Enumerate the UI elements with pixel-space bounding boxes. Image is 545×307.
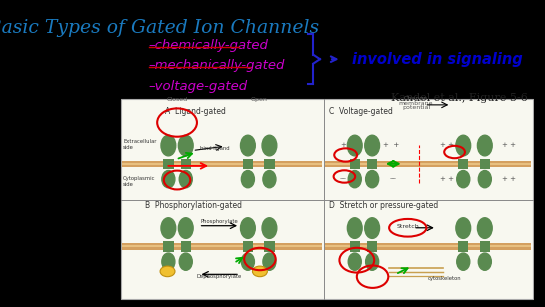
Circle shape (252, 266, 268, 277)
Ellipse shape (162, 253, 175, 270)
Text: membrane: membrane (399, 101, 433, 106)
Ellipse shape (240, 135, 255, 156)
Bar (480, 158, 490, 169)
Ellipse shape (161, 218, 175, 238)
Text: Stretch: Stretch (396, 224, 419, 229)
Text: +  +: + + (383, 142, 399, 148)
Ellipse shape (262, 218, 277, 238)
Text: Dephosphorylate: Dephosphorylate (197, 274, 242, 279)
Ellipse shape (479, 253, 492, 270)
Text: Closed: Closed (166, 97, 187, 102)
Ellipse shape (162, 170, 175, 188)
Text: –voltage-gated: –voltage-gated (149, 80, 248, 93)
Bar (325, 243, 531, 250)
Bar (163, 158, 173, 169)
Ellipse shape (365, 135, 379, 156)
Bar (122, 246, 322, 247)
Ellipse shape (241, 253, 255, 270)
Ellipse shape (477, 218, 492, 238)
Text: + +: + + (502, 176, 516, 182)
Ellipse shape (479, 170, 492, 188)
Bar (480, 241, 490, 252)
Ellipse shape (347, 135, 362, 156)
Circle shape (160, 266, 175, 277)
Ellipse shape (456, 218, 471, 238)
Bar (122, 163, 322, 165)
Bar (122, 161, 322, 167)
Bar (367, 158, 377, 169)
Ellipse shape (457, 170, 470, 188)
Ellipse shape (179, 170, 192, 188)
Text: 3 Basic Types of Gated Ion Channels: 3 Basic Types of Gated Ion Channels (0, 19, 319, 37)
Text: + +: + + (502, 142, 516, 148)
Text: +: + (340, 142, 346, 148)
Ellipse shape (477, 135, 492, 156)
Bar (325, 161, 531, 167)
Ellipse shape (457, 253, 470, 270)
Text: Open: Open (250, 97, 267, 102)
Bar (349, 158, 360, 169)
Text: Cytoplasmic
side: Cytoplasmic side (123, 176, 156, 187)
Bar (367, 241, 377, 252)
Ellipse shape (348, 253, 361, 270)
Ellipse shape (178, 135, 193, 156)
Ellipse shape (366, 253, 379, 270)
Bar (264, 241, 275, 252)
Ellipse shape (347, 218, 362, 238)
Ellipse shape (178, 218, 193, 238)
Ellipse shape (263, 253, 276, 270)
Ellipse shape (456, 135, 471, 156)
Text: involved in signaling: involved in signaling (352, 52, 523, 67)
Text: Kandel et al., Figure 5-6: Kandel et al., Figure 5-6 (391, 93, 528, 103)
Ellipse shape (240, 218, 255, 238)
Text: ––: –– (339, 176, 346, 182)
Bar (180, 158, 191, 169)
Ellipse shape (262, 135, 277, 156)
Ellipse shape (366, 170, 379, 188)
Bar (325, 246, 531, 247)
Text: potential: potential (402, 105, 430, 110)
Ellipse shape (348, 170, 361, 188)
Bar (458, 241, 469, 252)
Text: C  Voltage-gated: C Voltage-gated (329, 107, 393, 116)
Bar (264, 158, 275, 169)
Ellipse shape (179, 253, 192, 270)
Bar (243, 158, 253, 169)
Ellipse shape (161, 135, 175, 156)
Text: ––: –– (390, 176, 397, 182)
Bar (180, 241, 191, 252)
Text: cytoskeleton: cytoskeleton (428, 276, 462, 281)
Text: Extracellular
side: Extracellular side (123, 139, 157, 150)
Text: + +: + + (440, 142, 454, 148)
Text: Change: Change (404, 96, 428, 101)
Text: –mechanically-gated: –mechanically-gated (149, 59, 285, 72)
Ellipse shape (263, 170, 276, 188)
Bar (163, 241, 173, 252)
Text: bind ligand: bind ligand (201, 146, 230, 151)
Text: + +: + + (440, 176, 454, 182)
Bar (349, 241, 360, 252)
Text: B  Phosphorylation-gated: B Phosphorylation-gated (145, 201, 242, 210)
FancyBboxPatch shape (121, 99, 533, 298)
Text: Phosphorylate: Phosphorylate (201, 219, 238, 224)
Ellipse shape (241, 170, 255, 188)
Text: –chemically-gated: –chemically-gated (149, 39, 269, 52)
Text: D  Stretch or pressure-gated: D Stretch or pressure-gated (329, 201, 438, 210)
Bar (243, 241, 253, 252)
Bar (325, 163, 531, 165)
Text: A  Ligand-gated: A Ligand-gated (166, 107, 226, 116)
Ellipse shape (365, 218, 379, 238)
Bar (122, 243, 322, 250)
Bar (458, 158, 469, 169)
